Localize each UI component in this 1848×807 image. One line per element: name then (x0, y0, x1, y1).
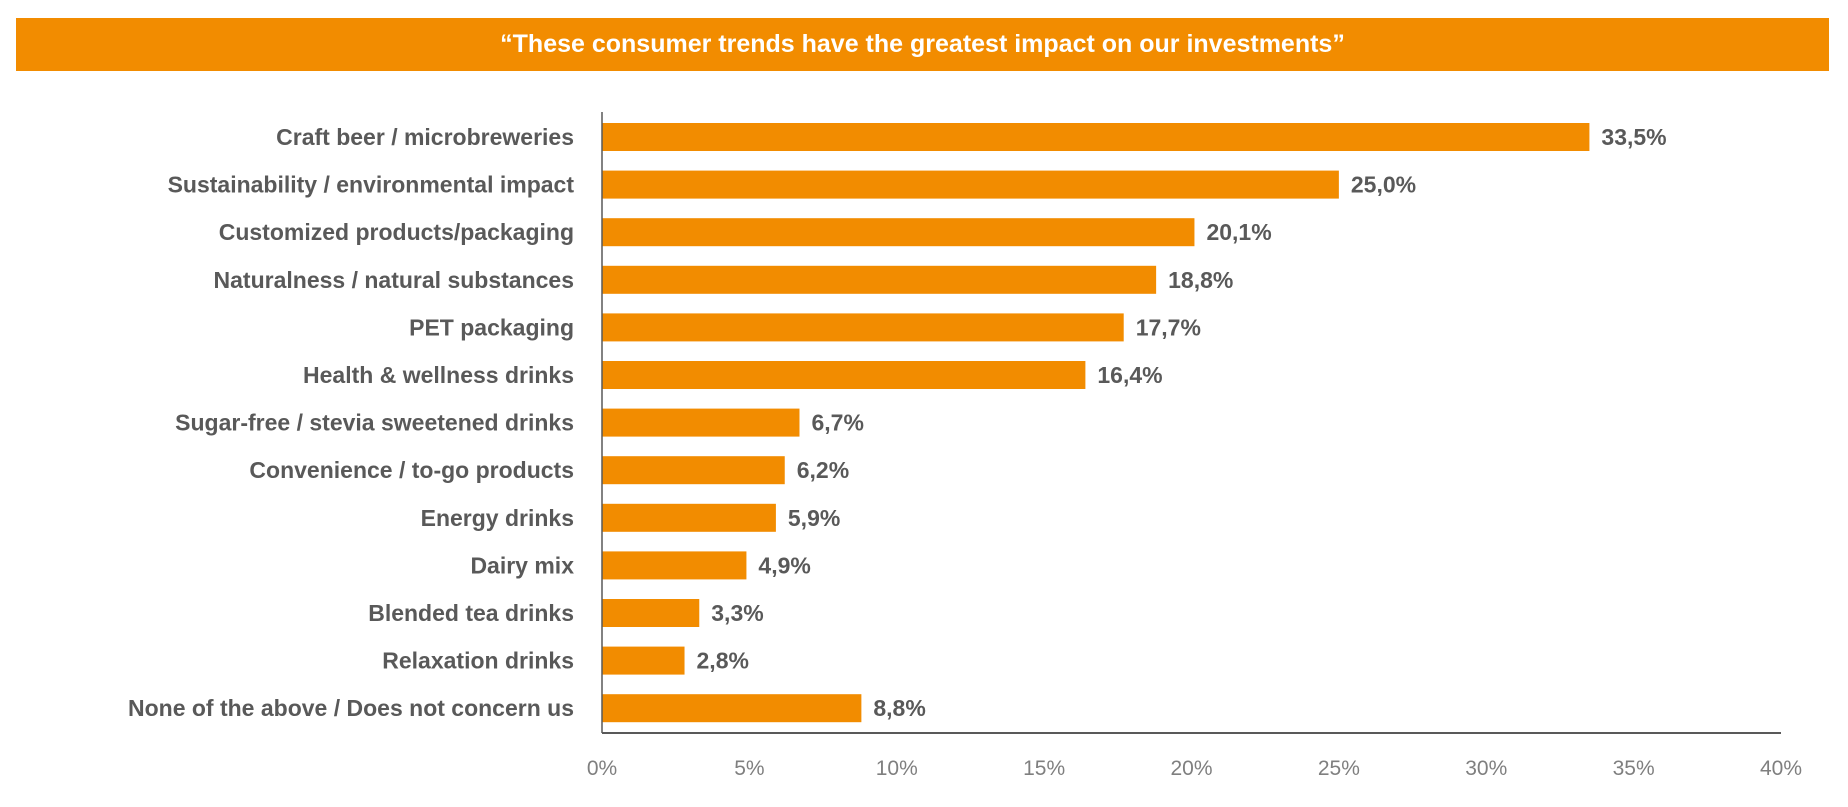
data-label: 8,8% (873, 695, 925, 721)
bar (602, 694, 862, 723)
bar (602, 361, 1086, 389)
data-label: 33,5% (1601, 124, 1666, 150)
chart-title: “These consumer trends have the greatest… (16, 18, 1829, 71)
bar (602, 313, 1124, 342)
category-label: Sugar-free / stevia sweetened drinks (175, 410, 574, 436)
bar (602, 599, 700, 627)
bar (602, 551, 747, 580)
x-tick-label: 10% (876, 757, 918, 780)
x-tick-label: 40% (1760, 757, 1802, 780)
bar (602, 218, 1195, 247)
bar (602, 646, 685, 675)
bar (602, 170, 1339, 199)
data-label: 6,7% (811, 410, 863, 436)
x-tick-label: 0% (587, 757, 617, 780)
category-label: Sustainability / environmental impact (168, 172, 575, 198)
bar (602, 408, 800, 437)
category-label: Blended tea drinks (368, 600, 574, 626)
category-label: Naturalness / natural substances (214, 267, 574, 293)
category-label: PET packaging (409, 314, 574, 340)
data-label: 2,8% (697, 648, 749, 674)
category-label: Dairy mix (470, 552, 574, 578)
x-tick-label: 20% (1170, 757, 1212, 780)
bar (602, 265, 1157, 294)
data-label: 5,9% (788, 505, 840, 531)
category-label: Energy drinks (421, 505, 574, 531)
data-label: 18,8% (1168, 267, 1233, 293)
x-tick-label: 35% (1613, 757, 1655, 780)
x-tick-label: 30% (1465, 757, 1507, 780)
x-tick-label: 25% (1318, 757, 1360, 780)
bar (602, 503, 776, 532)
x-tick-label: 15% (1023, 757, 1065, 780)
category-label: Convenience / to-go products (249, 457, 574, 483)
category-label: Customized products/packaging (219, 219, 574, 245)
category-label: None of the above / Does not concern us (128, 695, 574, 721)
data-label: 17,7% (1136, 314, 1201, 340)
data-label: 25,0% (1351, 172, 1416, 198)
bar (602, 456, 785, 485)
data-label: 20,1% (1206, 219, 1271, 245)
bar (602, 123, 1590, 151)
category-label: Craft beer / microbreweries (276, 124, 574, 150)
data-label: 6,2% (797, 457, 849, 483)
data-label: 3,3% (711, 600, 763, 626)
category-label: Health & wellness drinks (303, 362, 574, 388)
category-label: Relaxation drinks (382, 648, 574, 674)
data-label: 16,4% (1097, 362, 1162, 388)
data-label: 4,9% (758, 552, 810, 578)
x-tick-label: 5% (734, 757, 764, 780)
